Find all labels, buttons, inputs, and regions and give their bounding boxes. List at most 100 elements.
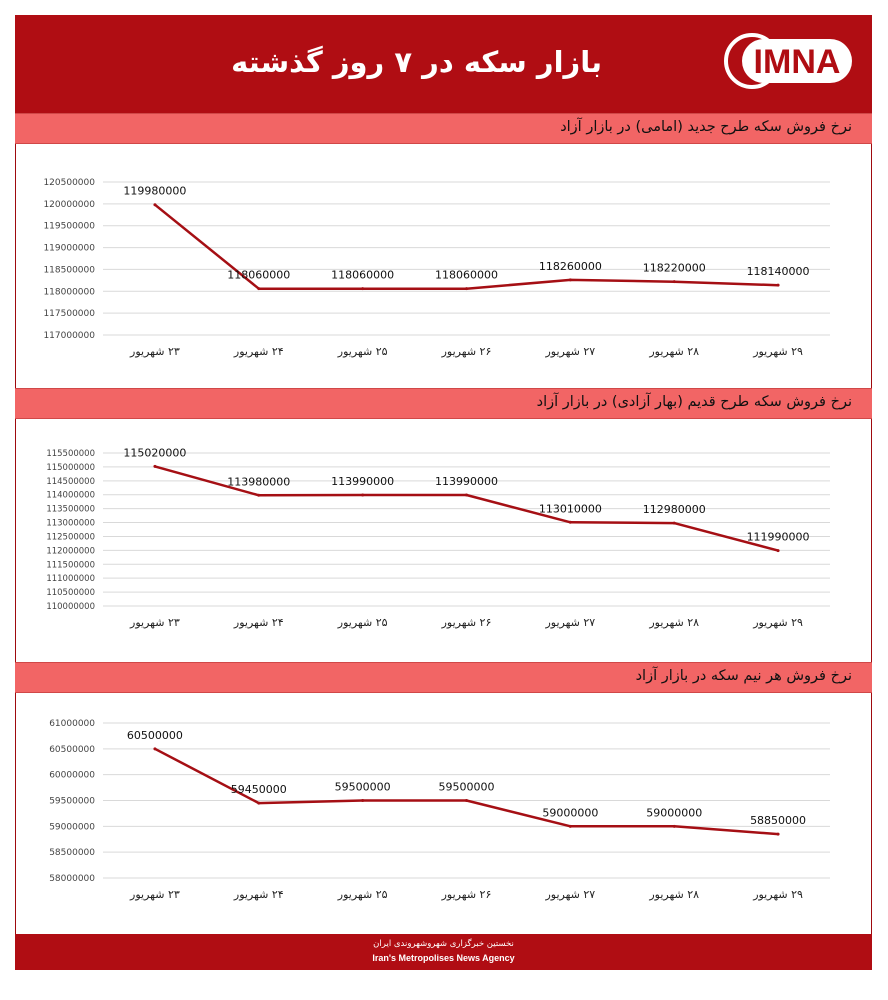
data-label: 59500000 <box>439 781 495 794</box>
header-banner: بازار سکه در ۷ روز گذشته IMNA <box>15 15 872 113</box>
section-bar-emami: نرخ فروش سکه طرح جدید (امامی) در بازار آ… <box>15 113 872 144</box>
y-tick-label: 118500000 <box>43 265 95 275</box>
x-tick-label: ۲۶ شهریور <box>441 616 492 629</box>
chart-half-coin: 61000000 60500000 60000000 59500000 59000000… <box>49 719 830 901</box>
data-label: 112980000 <box>643 503 706 516</box>
x-tick-label: ۲۷ شهریور <box>544 345 595 358</box>
data-point <box>257 493 261 497</box>
data-point <box>465 287 468 291</box>
data-point <box>776 283 780 287</box>
section-title-half-coin: نرخ فروش هر نیم سکه در بازار آزاد <box>635 668 852 684</box>
data-point <box>568 520 572 524</box>
x-tick-label: ۲۸ شهریور <box>648 345 699 358</box>
data-label: 59500000 <box>335 781 391 794</box>
data-label: 118260000 <box>539 260 602 273</box>
data-point <box>568 824 572 828</box>
data-label: 118060000 <box>331 269 394 282</box>
x-tick-label: ۲۹ شهریور <box>752 345 803 358</box>
y-tick-label: 120500000 <box>43 178 95 188</box>
data-point <box>257 287 261 291</box>
data-label: 119980000 <box>123 185 186 198</box>
y-tick-label: 119500000 <box>43 222 95 232</box>
y-tick-label: 110500000 <box>46 588 95 598</box>
data-label: 111990000 <box>747 531 810 544</box>
data-point <box>465 799 468 802</box>
data-point <box>568 278 572 282</box>
data-label: 113980000 <box>227 475 290 488</box>
footer-tagline: نخستین خبرگزاری شهروشهروندی ایران <box>373 939 514 949</box>
data-label: 59450000 <box>231 783 287 796</box>
data-point <box>465 493 468 497</box>
data-point <box>361 799 365 802</box>
data-label: 115020000 <box>123 446 186 459</box>
data-point <box>153 747 157 751</box>
data-label: 118140000 <box>747 265 810 278</box>
x-tick-label: ۲۸ شهریور <box>648 888 699 901</box>
x-tick-label: ۲۳ شهریور <box>129 616 180 629</box>
footer-agency-name: Iran's Metropolises News Agency <box>372 953 515 963</box>
y-tick-label: 117500000 <box>43 309 95 319</box>
x-tick-label: ۲۵ شهریور <box>337 616 388 629</box>
x-tick-label: ۲۷ شهریور <box>544 616 595 629</box>
y-tick-label: 120000000 <box>43 200 95 210</box>
data-point <box>361 493 365 497</box>
data-label: 58850000 <box>750 814 806 827</box>
x-tick-label: ۲۴ شهریور <box>233 888 284 901</box>
x-tick-label: ۲۴ شهریور <box>233 616 284 629</box>
data-label: 113010000 <box>539 502 602 515</box>
data-label: 118060000 <box>227 269 290 282</box>
y-tick-label: 61000000 <box>49 719 95 729</box>
logo-text: IMNA <box>754 43 841 81</box>
x-tick-label: ۲۶ شهریور <box>441 888 492 901</box>
data-point <box>361 287 365 291</box>
y-tick-label: 59500000 <box>49 797 95 807</box>
footer-banner: نخستین خبرگزاری شهروشهروندی ایران Iran's… <box>15 934 872 970</box>
y-tick-label: 114000000 <box>46 491 95 501</box>
x-tick-label: ۲۵ شهریور <box>337 888 388 901</box>
data-label: 118220000 <box>643 262 706 275</box>
data-label: 60500000 <box>127 729 183 742</box>
y-tick-label: 111000000 <box>46 574 95 584</box>
y-tick-label: 117000000 <box>43 331 95 341</box>
y-tick-label: 110000000 <box>46 602 95 612</box>
y-tick-label: 60500000 <box>49 745 95 755</box>
section-bar-bahar-azadi: نرخ فروش سکه طرح قدیم (بهار آزادی) در با… <box>15 388 872 419</box>
y-tick-label: 59000000 <box>49 822 95 832</box>
x-tick-label: ۲۷ شهریور <box>544 888 595 901</box>
data-point <box>776 832 780 836</box>
y-tick-label: 58000000 <box>49 874 95 884</box>
page-title: بازار سکه در ۷ روز گذشته <box>231 45 602 79</box>
data-point <box>153 203 157 207</box>
section-title-emami: نرخ فروش سکه طرح جدید (امامی) در بازار آ… <box>560 119 852 135</box>
x-tick-label: ۲۳ شهریور <box>129 345 180 358</box>
section-title-bahar-azadi: نرخ فروش سکه طرح قدیم (بهار آزادی) در با… <box>536 394 852 410</box>
y-tick-label: 114500000 <box>46 477 95 487</box>
y-tick-label: 118000000 <box>43 287 95 297</box>
data-point <box>776 549 780 553</box>
y-tick-label: 112500000 <box>46 532 95 542</box>
y-tick-label: 113500000 <box>46 505 95 515</box>
data-label: 118060000 <box>435 269 498 282</box>
data-label: 59000000 <box>646 806 702 819</box>
y-tick-label: 119000000 <box>43 244 95 254</box>
y-tick-label: 113000000 <box>46 519 95 529</box>
x-tick-label: ۲۹ شهریور <box>752 616 803 629</box>
chart-bahar-azadi-coin: 115500000 115000000 114500000 114000000 1135… <box>46 446 830 629</box>
data-point <box>257 801 261 805</box>
data-label: 113990000 <box>331 475 394 488</box>
data-point <box>672 824 676 828</box>
data-point <box>672 521 676 525</box>
data-point <box>153 464 157 468</box>
x-tick-label: ۲۳ شهریور <box>129 888 180 901</box>
x-tick-label: ۲۹ شهریور <box>752 888 803 901</box>
x-tick-label: ۲۴ شهریور <box>233 345 284 358</box>
x-tick-label: ۲۵ شهریور <box>337 345 388 358</box>
y-tick-label: 111500000 <box>46 560 95 570</box>
chart-emami-coin: 120500000 120000000 119500000 119000000 1185… <box>43 178 830 358</box>
y-tick-label: 115000000 <box>46 463 95 473</box>
infographic-frame <box>15 15 872 970</box>
data-point <box>672 280 676 284</box>
y-tick-label: 58500000 <box>49 848 95 858</box>
x-tick-label: ۲۶ شهریور <box>441 345 492 358</box>
imna-logo: IMNA <box>724 33 852 89</box>
